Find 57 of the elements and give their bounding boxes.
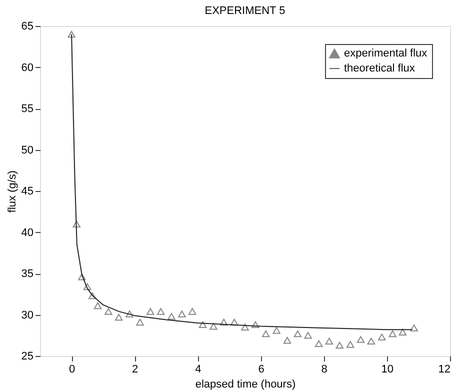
point bbox=[325, 338, 334, 345]
point bbox=[94, 302, 102, 310]
point bbox=[346, 341, 354, 348]
x-tick-label: 6 bbox=[258, 364, 264, 376]
y-tick-label: 30 bbox=[21, 309, 34, 322]
point bbox=[241, 324, 249, 331]
x-tick-label: 10 bbox=[381, 364, 394, 376]
point bbox=[230, 318, 238, 326]
point bbox=[410, 324, 418, 332]
point bbox=[294, 330, 302, 338]
point bbox=[168, 312, 176, 320]
point bbox=[336, 342, 344, 349]
point bbox=[88, 292, 96, 300]
point bbox=[356, 336, 365, 343]
point bbox=[314, 340, 323, 348]
point bbox=[136, 318, 144, 326]
y-tick-label: 35 bbox=[21, 268, 34, 280]
x-tick-label: 12 bbox=[438, 364, 450, 376]
y-tick-label: 50 bbox=[21, 144, 34, 156]
point bbox=[252, 321, 260, 328]
chart-title: EXPERIMENT 5 bbox=[204, 5, 286, 17]
point bbox=[156, 308, 165, 315]
point bbox=[398, 328, 407, 336]
point bbox=[178, 310, 186, 318]
point bbox=[367, 338, 376, 345]
point bbox=[146, 308, 154, 315]
y-tick-label: 55 bbox=[21, 103, 34, 115]
point bbox=[72, 220, 80, 228]
point bbox=[272, 327, 280, 334]
y-axis-title: flux (g/s) bbox=[6, 170, 18, 213]
point bbox=[262, 330, 270, 338]
point bbox=[78, 273, 86, 280]
point bbox=[114, 314, 123, 321]
point bbox=[83, 283, 92, 290]
y-tick-label: 25 bbox=[21, 350, 34, 362]
point bbox=[104, 308, 112, 315]
point bbox=[378, 334, 386, 340]
point bbox=[283, 336, 292, 344]
legend-label: theoretical flux bbox=[344, 62, 416, 74]
y-tick-label: 45 bbox=[21, 186, 34, 198]
legend-label: experimental flux bbox=[344, 48, 428, 60]
x-axis-title: elapsed time (hours) bbox=[195, 378, 296, 390]
point bbox=[220, 318, 228, 326]
point bbox=[198, 321, 207, 328]
point bbox=[210, 322, 218, 330]
x-tick-label: 4 bbox=[195, 364, 202, 376]
point bbox=[388, 330, 396, 338]
y-tick-label: 40 bbox=[21, 226, 34, 239]
y-tick-label: 60 bbox=[21, 62, 34, 74]
point bbox=[304, 332, 312, 339]
y-tick-label: 65 bbox=[21, 20, 34, 32]
x-tick-label: 8 bbox=[321, 364, 328, 376]
point bbox=[126, 310, 134, 318]
x-tick-label: 0 bbox=[68, 364, 76, 376]
point bbox=[188, 308, 196, 315]
x-tick-label: 2 bbox=[132, 364, 138, 376]
point bbox=[68, 30, 76, 38]
